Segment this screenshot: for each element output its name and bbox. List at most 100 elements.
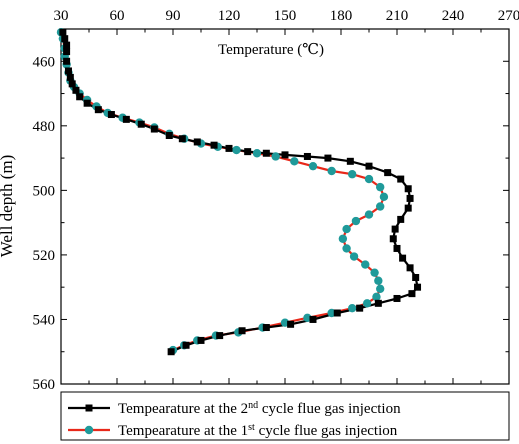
data-point-square [210, 141, 218, 149]
data-point-square [94, 106, 102, 114]
x-tick-label: 150 [274, 8, 297, 24]
data-point-circle [303, 313, 312, 323]
data-point-square [309, 315, 317, 323]
y-tick-label: 500 [33, 183, 56, 199]
x-tick-label: 270 [498, 8, 519, 24]
data-point-square [63, 57, 71, 65]
data-point-square [193, 138, 201, 146]
data-point-square [76, 93, 84, 101]
legend-box [60, 391, 510, 441]
data-point-square [244, 148, 252, 156]
data-point-square [178, 135, 186, 143]
series-layer [56, 28, 422, 356]
data-point-circle [361, 260, 370, 269]
data-point-square [165, 132, 173, 139]
data-point-square [262, 149, 270, 157]
data-point-square [365, 162, 373, 170]
data-point-square [107, 111, 115, 119]
data-point-circle [376, 202, 385, 211]
data-point-circle [342, 224, 351, 234]
data-point-square [63, 41, 71, 49]
data-point-square [393, 244, 401, 252]
data-point-circle [271, 152, 280, 161]
plot-frame [60, 28, 510, 385]
x-tick-label: 90 [166, 8, 181, 24]
data-point-square [64, 67, 72, 75]
data-point-circle [338, 234, 348, 243]
data-point-square [333, 309, 341, 317]
data-point-circle [370, 268, 379, 277]
data-point-circle [364, 174, 374, 184]
data-point-square [406, 264, 414, 272]
data-point-square [281, 151, 289, 159]
y-tick-label: 560 [33, 377, 56, 393]
data-point-circle [280, 318, 290, 327]
data-point-circle [376, 284, 385, 293]
data-point-square [384, 169, 392, 177]
data-point-square [408, 290, 416, 298]
data-point-circle [348, 303, 357, 313]
data-point-square [197, 336, 205, 344]
data-point-square [397, 215, 405, 223]
data-point-square [404, 204, 412, 212]
data-point-square [167, 348, 175, 356]
legend-label: Tempearature at the 1st cycle flue gas i… [118, 422, 398, 440]
x-axis: 30 60 90 120 150 180 210 240 270 [54, 8, 519, 384]
data-point-square [287, 320, 295, 328]
data-point-square [63, 48, 71, 56]
data-point-square [66, 73, 74, 81]
data-point-circle [327, 308, 336, 318]
data-point-square [374, 299, 382, 307]
data-point-square [83, 99, 91, 107]
data-point-circle [364, 210, 374, 219]
series-line [59, 31, 385, 352]
data-point-square [404, 185, 412, 193]
data-point-square [137, 120, 145, 128]
data-point-square [412, 274, 420, 281]
legend: Tempearature at the 2nd cycle flue gas i… [68, 400, 401, 440]
chart-title: Temperature (℃) [218, 42, 324, 58]
data-point-square [324, 154, 332, 162]
data-point-square [61, 35, 69, 43]
data-point-circle [376, 182, 385, 192]
data-point-circle [374, 276, 383, 285]
y-tick-label: 460 [33, 54, 56, 70]
data-point-square [406, 194, 414, 202]
data-point-circle [290, 157, 299, 166]
data-point-square [225, 144, 233, 152]
data-point-square [391, 225, 399, 233]
data-point-square [414, 283, 422, 291]
data-point-circle [379, 192, 389, 202]
data-point-circle [349, 252, 359, 261]
legend-label: Tempearature at the 2nd cycle flue gas i… [118, 400, 401, 418]
x-tick-label: 120 [218, 8, 241, 24]
data-point-circle [348, 170, 357, 179]
data-point-square [122, 115, 130, 123]
y-tick-label: 520 [33, 248, 56, 264]
data-point-circle [372, 292, 381, 302]
data-point-circle [308, 161, 318, 171]
data-point-square [389, 235, 397, 243]
x-tick-label: 240 [442, 8, 465, 24]
data-point-square [216, 332, 224, 340]
data-point-square [68, 80, 76, 88]
data-point-square [346, 157, 354, 165]
legend-marker-circle [84, 425, 94, 435]
data-point-square [59, 28, 67, 36]
data-point-square [182, 341, 190, 349]
y-tick-label: 540 [33, 312, 56, 328]
data-point-circle [342, 244, 351, 253]
x-tick-label: 60 [110, 8, 125, 24]
data-point-circle [252, 149, 262, 158]
x-tick-label: 180 [330, 8, 353, 24]
x-tick-label: 210 [386, 8, 409, 24]
data-point-square [393, 294, 401, 302]
data-point-circle [362, 299, 372, 308]
data-point-circle [351, 216, 361, 226]
data-point-square [356, 304, 364, 312]
data-point-square [150, 125, 158, 133]
y-axis: 460 480 500 520 540 560 [33, 28, 509, 393]
data-point-square [303, 152, 311, 160]
data-point-square [399, 254, 407, 262]
